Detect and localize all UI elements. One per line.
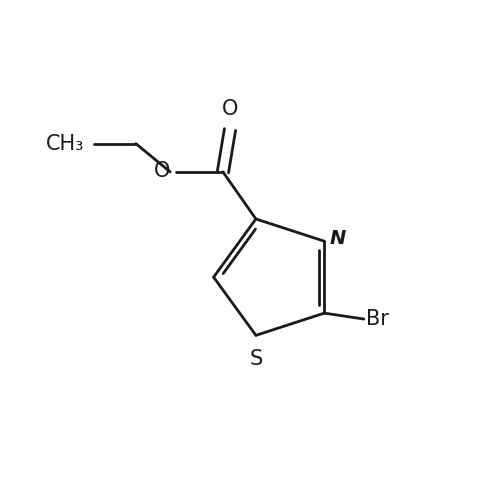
Text: Br: Br bbox=[366, 309, 389, 329]
Text: CH₃: CH₃ bbox=[46, 134, 84, 154]
Text: O: O bbox=[154, 161, 170, 181]
Text: N: N bbox=[330, 229, 346, 248]
Text: S: S bbox=[249, 349, 262, 368]
Text: O: O bbox=[222, 99, 238, 119]
